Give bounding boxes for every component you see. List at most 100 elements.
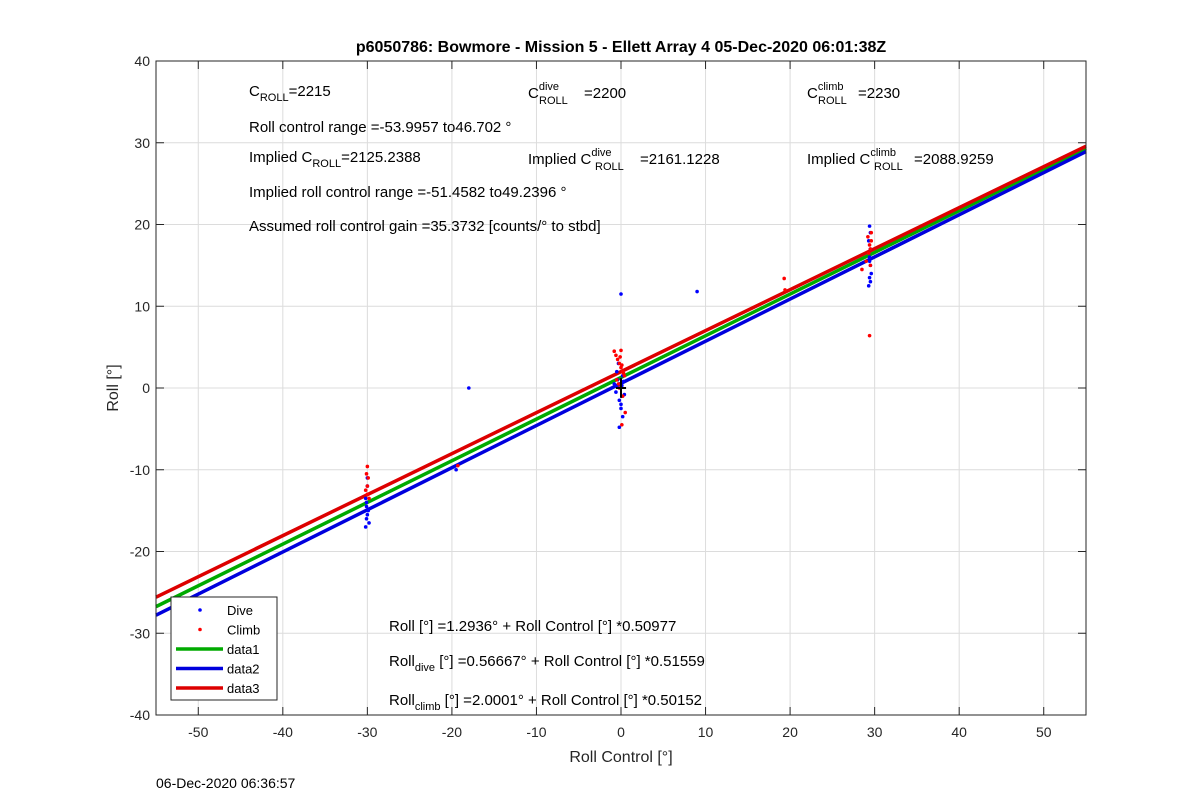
point-climb — [620, 363, 624, 367]
point-dive — [617, 398, 622, 403]
point-dive — [364, 517, 369, 521]
fit-all-equation: Roll [°] =1.2936° + Roll Control [°] *0.… — [389, 618, 676, 635]
point-dive — [869, 271, 874, 276]
point-climb — [868, 263, 873, 268]
y-tick-label: 30 — [134, 135, 150, 151]
point-climb — [456, 463, 460, 468]
point-dive — [364, 504, 369, 509]
legend-label-data3: data3 — [227, 681, 260, 696]
point-dive — [867, 224, 872, 228]
point-climb — [614, 378, 619, 382]
point-climb — [364, 472, 369, 476]
point-climb — [860, 267, 864, 272]
point-dive — [619, 402, 623, 407]
c-roll-dive-annotation: Cdive ROLL =2200 — [528, 81, 626, 107]
point-climb — [612, 349, 617, 354]
implied-range-annotation: Implied roll control range =-51.4582 to4… — [249, 184, 566, 201]
series-line-data1 — [155, 146, 1087, 609]
point-dive — [621, 379, 626, 384]
legend-label-climb: Climb — [227, 623, 260, 638]
gain-annotation: Assumed roll control gain =35.3732 [coun… — [249, 218, 601, 235]
point-dive — [614, 369, 619, 374]
y-tick-label: -40 — [130, 707, 150, 723]
point-climb — [621, 371, 626, 376]
point-climb — [867, 333, 872, 338]
legend-label-data1: data1 — [227, 642, 260, 657]
point-climb — [365, 484, 370, 488]
x-tick-label: -30 — [357, 724, 377, 740]
point-dive — [867, 275, 872, 280]
x-axis-label: Roll Control [°] — [569, 749, 672, 766]
implied-c-roll-annotation: Implied CROLL=2125.2388 — [249, 149, 421, 170]
x-tick-label: -20 — [442, 724, 462, 740]
point-climb — [620, 422, 624, 427]
point-climb — [615, 357, 620, 362]
x-tick-label: 40 — [951, 724, 967, 740]
x-tick-labels: -50 -40 -30 -20 -10 0 10 20 30 40 50 — [188, 61, 1052, 740]
legend-label-dive: Dive — [227, 603, 253, 618]
y-axis-label: Roll [°] — [105, 364, 122, 411]
x-tick-label: 20 — [782, 724, 798, 740]
point-dive — [467, 386, 471, 390]
legend-label-data2: data2 — [227, 662, 260, 677]
fit-dive-equation: Rolldive [°] =0.56667° + Roll Control [°… — [389, 653, 705, 674]
point-dive — [363, 525, 368, 529]
point-climb — [367, 496, 371, 501]
y-tick-label: 40 — [134, 53, 150, 69]
y-tick-label: -30 — [130, 625, 150, 641]
c-roll-climb-annotation: Cclimb ROLL =2230 — [807, 81, 900, 107]
y-tick-label: 0 — [142, 380, 150, 396]
y-tick-label: 20 — [134, 217, 150, 233]
point-climb — [616, 382, 621, 386]
point-climb — [365, 492, 370, 497]
c-roll-annotation: CROLL=2215 — [249, 83, 331, 104]
point-dive — [867, 259, 872, 264]
origin-marker — [615, 378, 627, 398]
point-dive — [614, 390, 618, 394]
point-climb — [867, 243, 872, 247]
legend-marker-dive — [198, 608, 202, 612]
point-dive — [363, 496, 368, 501]
x-tick-label: 50 — [1036, 724, 1052, 740]
implied-c-roll-dive-annotation: Implied Cdive ROLL =2161.1228 — [528, 147, 720, 173]
fit-climb-equation: Rollclimb [°] =2.0001° + Roll Control [°… — [389, 692, 702, 713]
point-climb — [869, 230, 874, 235]
point-climb — [866, 234, 870, 239]
point-climb — [864, 259, 868, 264]
chart-title: p6050786: Bowmore - Mission 5 - Ellett A… — [356, 39, 887, 56]
point-dive — [866, 239, 871, 243]
point-climb — [866, 251, 871, 255]
x-tick-label: 10 — [698, 724, 714, 740]
x-tick-label: -10 — [526, 724, 546, 740]
footer-timestamp: 06-Dec-2020 06:36:57 — [156, 775, 296, 791]
point-dive — [454, 467, 458, 472]
point-dive — [868, 279, 873, 284]
point-climb — [782, 276, 786, 281]
point-climb — [618, 355, 622, 359]
legend-marker-climb — [198, 627, 202, 632]
implied-c-roll-climb-annotation: Implied Cclimb ROLL =2088.9259 — [807, 147, 994, 173]
point-climb — [614, 353, 618, 358]
y-tick-label: 10 — [134, 298, 150, 314]
point-climb — [868, 247, 873, 251]
y-tick-label: -20 — [130, 544, 150, 560]
point-dive — [620, 414, 625, 419]
point-dive — [612, 382, 617, 386]
point-dive — [866, 284, 871, 288]
point-dive — [867, 255, 872, 259]
y-tick-labels: -40 -30 -20 -10 0 10 20 30 40 — [130, 53, 1086, 723]
y-tick-label: -10 — [130, 462, 150, 478]
point-dive — [365, 512, 370, 517]
point-dive — [617, 425, 622, 430]
point-climb — [869, 239, 874, 243]
point-dive — [367, 521, 371, 525]
point-dive — [619, 292, 623, 296]
x-tick-label: -50 — [188, 724, 208, 740]
point-climb — [366, 476, 371, 480]
point-dive — [619, 406, 623, 411]
legend: Dive Climb data1 data2 data3 — [170, 596, 278, 701]
data-points — [363, 224, 874, 529]
x-tick-label: 0 — [617, 724, 625, 740]
point-climb — [783, 288, 787, 292]
